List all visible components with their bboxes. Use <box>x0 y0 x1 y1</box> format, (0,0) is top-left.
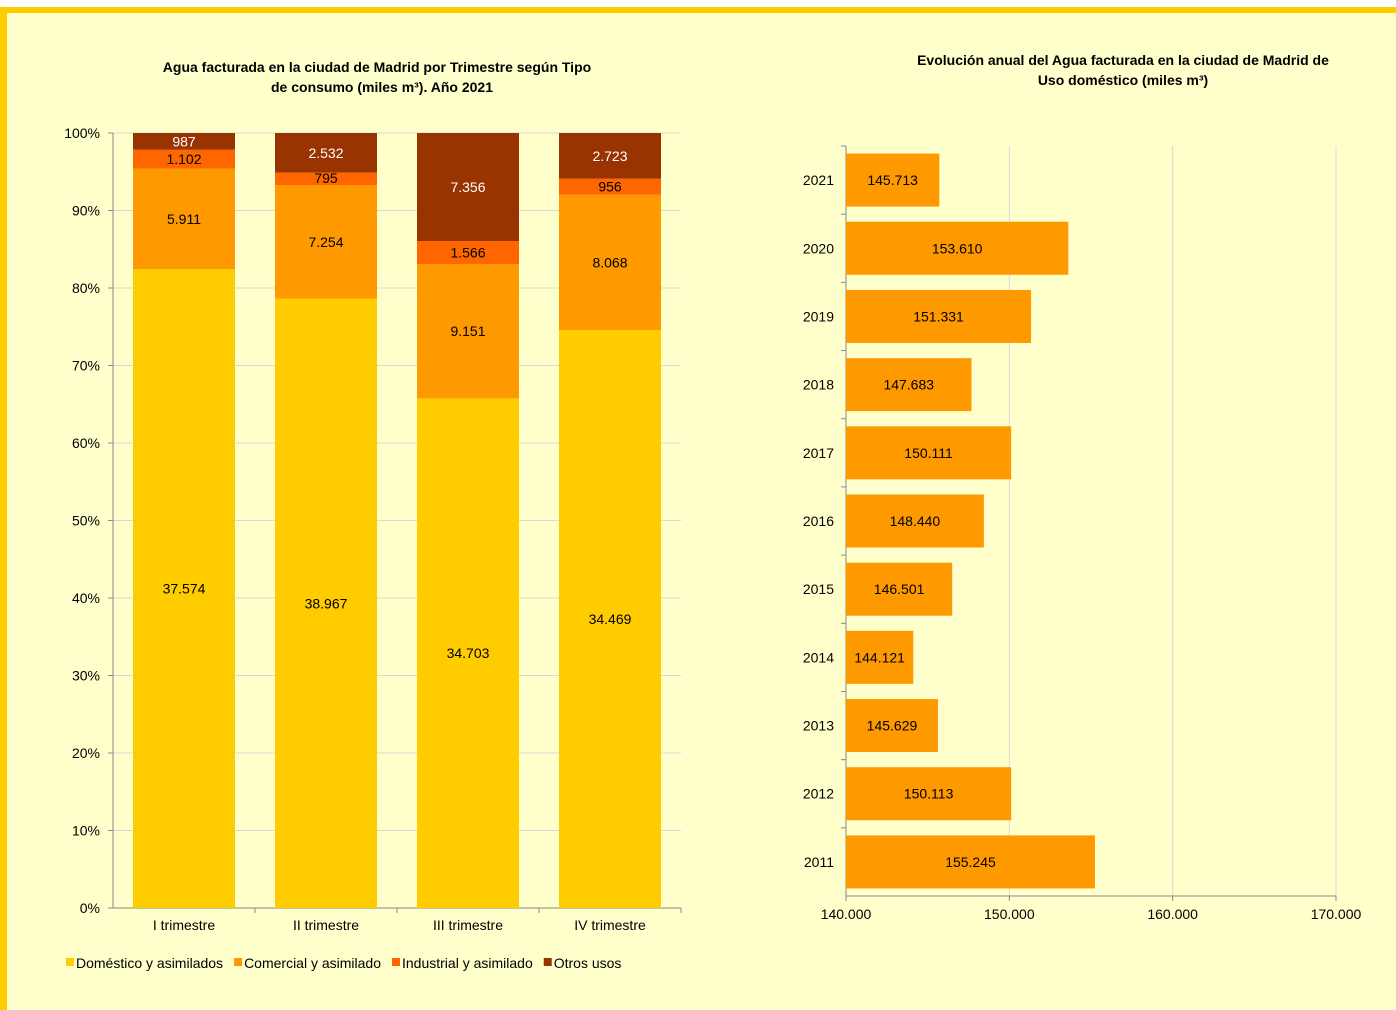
bar <box>846 426 1012 480</box>
data-label: 37.574 <box>163 581 206 597</box>
x-tick-label: IV trimestre <box>574 917 646 933</box>
stacked-bar-chart: 0% 10% 20% 30% 40% 50% 60% 70% 80% 90% 100% 37.574 5… <box>64 125 682 971</box>
bar <box>846 153 940 207</box>
left-chart-title-line1: Agua facturada en la ciudad de Madrid po… <box>163 59 591 75</box>
data-label: 2.532 <box>308 145 343 161</box>
y-tick-label: 20% <box>72 745 100 761</box>
bar <box>846 767 1012 821</box>
data-label: 153.610 <box>932 240 983 256</box>
y-tick-label: 2021 <box>803 172 834 188</box>
bar-segment-doméstico-y-asimilados <box>417 398 519 908</box>
y-tick-label: 30% <box>72 668 100 684</box>
data-label: 147.683 <box>883 377 934 393</box>
y-tick-label: 2019 <box>803 308 834 324</box>
bar-segment-industrial-y-asimilado <box>417 241 519 265</box>
horizontal-bar-chart: 140.000 150.000 160.000 170.000 145.713 2021 1… <box>803 145 1362 922</box>
data-label: 1.102 <box>166 151 201 167</box>
bar-segment-otros-usos <box>133 133 235 150</box>
data-label: 7.356 <box>450 179 485 195</box>
data-label: 144.121 <box>854 649 905 665</box>
data-label: 155.245 <box>945 854 996 870</box>
y-tick-label: 60% <box>72 435 100 451</box>
data-label: 1.566 <box>450 245 485 261</box>
data-label: 145.629 <box>867 718 918 734</box>
bar <box>846 835 1096 889</box>
bar-segment-doméstico-y-asimilados <box>275 298 377 908</box>
y-tick-label: 2013 <box>803 718 834 734</box>
bar-segment-otros-usos <box>417 133 519 242</box>
y-tick-label: 50% <box>72 513 100 529</box>
legend-swatch <box>392 958 400 966</box>
y-tick-label: 2018 <box>803 377 834 393</box>
x-tick-label: 150.000 <box>984 906 1035 922</box>
legend-label: Industrial y asimilado <box>402 955 533 971</box>
bar <box>846 358 972 412</box>
y-tick-label: 2017 <box>803 445 834 461</box>
data-label: 150.113 <box>904 786 954 802</box>
bar-segment-comercial-y-asimilado <box>559 194 661 330</box>
bar-segment-comercial-y-asimilado <box>417 264 519 399</box>
legend-label: Otros usos <box>554 955 622 971</box>
data-label: 987 <box>172 133 196 149</box>
y-tick-label: 80% <box>72 280 100 296</box>
bar-segment-doméstico-y-asimilados <box>559 329 661 908</box>
data-label: 146.501 <box>874 581 925 597</box>
y-tick-label: 2020 <box>803 240 834 256</box>
data-label: 2.723 <box>592 148 627 164</box>
data-label: 7.254 <box>308 234 343 250</box>
data-label: 956 <box>598 179 622 195</box>
bar-segment-industrial-y-asimilado <box>275 172 377 186</box>
x-tick-label: I trimestre <box>153 917 215 933</box>
y-tick-label: 2016 <box>803 513 834 529</box>
legend-swatch <box>234 958 243 966</box>
data-label: 34.703 <box>447 645 490 661</box>
data-label: 34.469 <box>589 611 632 627</box>
bar-segment-comercial-y-asimilado <box>275 185 377 299</box>
bar-segment-industrial-y-asimilado <box>133 149 235 169</box>
data-label: 151.331 <box>913 308 964 324</box>
y-tick-label: 100% <box>64 125 100 141</box>
bar-segment-industrial-y-asimilado <box>559 178 661 195</box>
right-chart-title-line2: Uso doméstico (miles m³) <box>1038 72 1208 88</box>
bar <box>846 562 953 616</box>
y-tick-label: 2012 <box>803 786 834 802</box>
legend-label: Comercial y asimilado <box>244 955 381 971</box>
bar <box>846 699 938 753</box>
bar-segment-otros-usos <box>275 133 377 173</box>
y-tick-label: 70% <box>72 358 100 374</box>
bar <box>846 289 1032 343</box>
x-tick-label: 160.000 <box>1147 906 1198 922</box>
bar <box>846 630 914 684</box>
y-tick-label: 90% <box>72 203 100 219</box>
legend-swatch <box>66 958 74 966</box>
x-tick-label: 140.000 <box>821 906 872 922</box>
data-label: 795 <box>314 170 338 186</box>
data-label: 9.151 <box>450 323 485 339</box>
y-tick-label: 40% <box>72 590 100 606</box>
bar <box>846 494 984 548</box>
x-tick-label: 170.000 <box>1311 906 1362 922</box>
data-label: 8.068 <box>592 254 627 270</box>
bar-segment-otros-usos <box>559 133 661 179</box>
legend-swatch <box>543 958 552 966</box>
right-chart-title-line1: Evolución anual del Agua facturada en la… <box>917 52 1329 68</box>
y-tick-label: 2011 <box>804 854 834 870</box>
x-tick-label: II trimestre <box>293 917 359 933</box>
data-label: 5.911 <box>167 211 201 227</box>
x-tick-label: III trimestre <box>433 917 503 933</box>
data-label: 148.440 <box>890 513 941 529</box>
data-label: 150.111 <box>904 445 953 461</box>
left-chart-title-line2: de consumo (miles m³). Año 2021 <box>271 79 493 95</box>
bar-segment-doméstico-y-asimilados <box>133 269 235 908</box>
bar <box>846 221 1069 275</box>
y-tick-label: 10% <box>72 823 100 839</box>
bar-segment-comercial-y-asimilado <box>133 168 235 270</box>
y-tick-label: 0% <box>80 900 100 916</box>
y-tick-label: 2014 <box>803 649 834 665</box>
data-label: 145.713 <box>867 172 918 188</box>
legend-label: Doméstico y asimilados <box>76 955 223 971</box>
y-tick-label: 2015 <box>803 581 834 597</box>
data-label: 38.967 <box>305 595 348 611</box>
